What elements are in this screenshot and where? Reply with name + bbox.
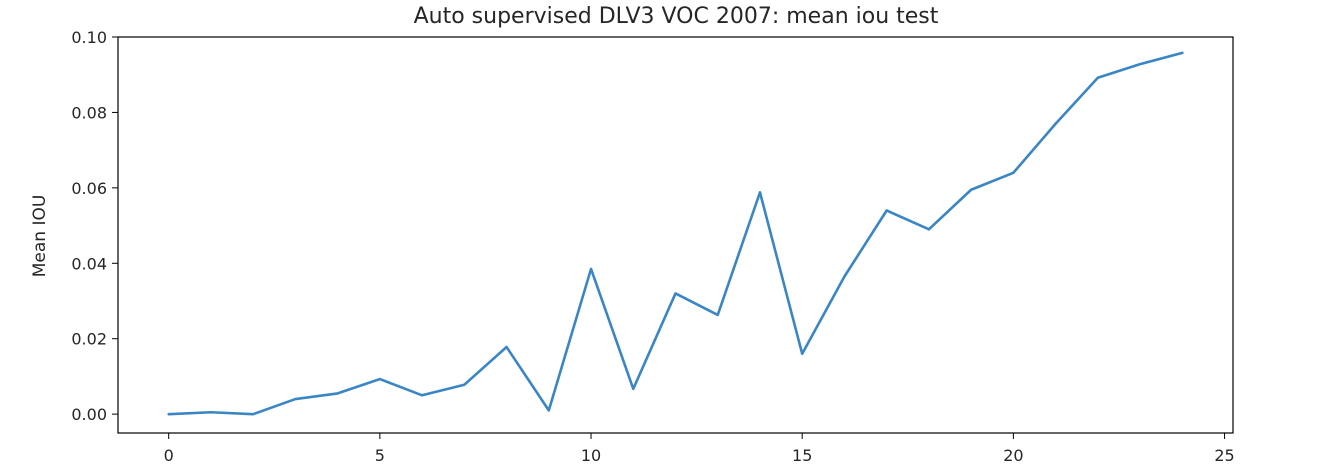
x-tick-label: 20 <box>1003 446 1023 465</box>
y-axis-label: Mean IOU <box>30 195 50 278</box>
y-tick-label: 0.04 <box>71 254 107 273</box>
y-tick-label: 0.08 <box>71 103 107 122</box>
y-tick-label: 0.02 <box>71 330 107 349</box>
x-tick-label: 10 <box>581 446 601 465</box>
y-tick-label: 0.06 <box>71 179 107 198</box>
x-tick-label: 15 <box>792 446 812 465</box>
x-tick-label: 0 <box>164 446 174 465</box>
plot-frame <box>118 37 1233 433</box>
series-layer <box>169 53 1183 414</box>
x-tick-label: 5 <box>375 446 385 465</box>
y-tick-label: 0.00 <box>71 405 107 424</box>
x-tick-label: 25 <box>1214 446 1234 465</box>
chart-title: Auto supervised DLV3 VOC 2007: mean iou … <box>414 4 939 29</box>
series-line-0 <box>169 53 1183 414</box>
y-tick-label: 0.10 <box>71 28 107 47</box>
axis-ticks: 0 5 10 15 20 25 0.00 0.02 0.04 0.06 0.08 0.10 <box>71 28 1234 465</box>
